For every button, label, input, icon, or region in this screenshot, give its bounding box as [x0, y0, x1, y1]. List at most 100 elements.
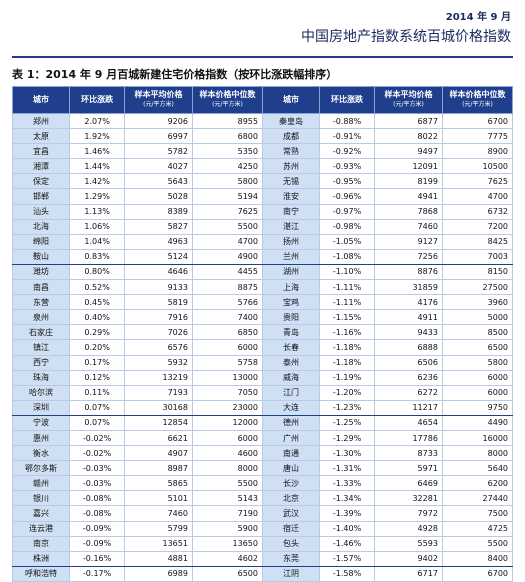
- header-row: 城市 环比涨跌 样本平均价格 (元/平方米) 样本价格中位数 (元/平方米) 城市 环比涨跌 样…: [11, 86, 514, 114]
- value-cell: -1.05%: [319, 233, 376, 250]
- city-cell: 广州: [261, 429, 321, 447]
- column-name: 环比涨跌: [81, 95, 114, 104]
- city-cell: 哈尔滨: [11, 384, 71, 401]
- value-cell: 5800: [191, 173, 263, 190]
- column-unit: (元/平方米): [143, 101, 174, 108]
- value-cell: -1.11%: [319, 294, 376, 311]
- column-header: 城市: [261, 86, 321, 114]
- value-cell: 5194: [191, 188, 263, 205]
- city-cell: 绵阳: [11, 233, 71, 250]
- table-row: 鞍山 0.83% 5124 4900 兰州 -1.08% 7256 7003: [11, 248, 514, 265]
- value-cell: 8987: [124, 460, 193, 477]
- value-cell: 17786: [374, 429, 443, 447]
- value-cell: 7190: [191, 505, 263, 522]
- city-cell: 呼和浩特: [11, 565, 71, 582]
- city-cell: 武汉: [261, 505, 321, 522]
- value-cell: -1.39%: [319, 505, 376, 522]
- city-cell: 宜昌: [11, 143, 71, 160]
- value-cell: 8733: [374, 445, 443, 462]
- city-cell: 威海: [261, 369, 321, 386]
- value-cell: 5640: [441, 460, 514, 477]
- value-cell: -1.08%: [319, 248, 376, 265]
- city-cell: 鄂尔多斯: [11, 460, 71, 477]
- city-cell: 苏州: [261, 158, 321, 175]
- table-row: 宜昌 1.46% 5782 5350 常熟 -0.92% 9497 8900: [11, 143, 514, 160]
- city-cell: 深圳: [11, 399, 71, 416]
- value-cell: 0.40%: [69, 309, 126, 326]
- value-cell: 6500: [191, 565, 263, 582]
- value-cell: 5643: [124, 173, 193, 190]
- value-cell: 4600: [191, 445, 263, 462]
- value-cell: -1.20%: [319, 384, 376, 401]
- value-cell: -0.98%: [319, 218, 376, 235]
- city-cell: 北海: [11, 218, 71, 235]
- city-cell: 湘潭: [11, 158, 71, 175]
- value-cell: 6700: [441, 565, 514, 582]
- city-cell: 潍坊: [11, 263, 71, 281]
- value-cell: 7775: [441, 128, 514, 145]
- city-cell: 上海: [261, 279, 321, 296]
- value-cell: 4900: [191, 248, 263, 265]
- value-cell: 5500: [441, 535, 514, 552]
- table-row: 太原 1.92% 6997 6800 成都 -0.91% 8022 7775: [11, 128, 514, 145]
- header-date: 2014 年 9 月: [445, 12, 511, 23]
- value-cell: -0.16%: [69, 550, 126, 567]
- city-cell: 贵阳: [261, 309, 321, 326]
- value-cell: 27440: [441, 490, 514, 507]
- city-cell: 淮安: [261, 188, 321, 205]
- city-cell: 包头: [261, 535, 321, 552]
- value-cell: 4700: [191, 233, 263, 250]
- city-cell: 兰州: [261, 248, 321, 265]
- value-cell: -1.46%: [319, 535, 376, 552]
- column-header: 样本平均价格 (元/平方米): [374, 86, 443, 114]
- value-cell: 1.44%: [69, 158, 126, 175]
- value-cell: 6000: [441, 369, 514, 386]
- table-row: 嘉兴 -0.08% 7460 7190 武汉 -1.39% 7972 7500: [11, 505, 514, 522]
- value-cell: 6800: [191, 128, 263, 145]
- value-cell: 5827: [124, 218, 193, 235]
- value-cell: 4725: [441, 520, 514, 537]
- table-row: 西宁 0.17% 5932 5758 泰州 -1.18% 6506 5800: [11, 354, 514, 371]
- value-cell: 3960: [441, 294, 514, 311]
- value-cell: 4700: [441, 188, 514, 205]
- value-cell: 4027: [124, 158, 193, 175]
- value-cell: 7003: [441, 248, 514, 265]
- value-cell: -1.25%: [319, 414, 376, 431]
- table-row: 鄂尔多斯 -0.03% 8987 8000 唐山 -1.31% 5971 5640: [11, 460, 514, 477]
- table-row: 南京 -0.09% 13651 13650 包头 -1.46% 5593 5500: [11, 535, 514, 552]
- city-cell: 唐山: [261, 460, 321, 477]
- value-cell: 7868: [374, 203, 443, 220]
- value-cell: 6850: [191, 324, 263, 341]
- table-row: 镇江 0.20% 6576 6000 长春 -1.18% 6888 6500: [11, 339, 514, 356]
- value-cell: 6272: [374, 384, 443, 401]
- table-row: 连云港 -0.09% 5799 5900 宿迁 -1.40% 4928 4725: [11, 520, 514, 537]
- value-cell: 8400: [441, 550, 514, 567]
- city-cell: 秦皇岛: [261, 112, 321, 130]
- city-cell: 泉州: [11, 309, 71, 326]
- value-cell: 4646: [124, 263, 193, 281]
- value-cell: -1.40%: [319, 520, 376, 537]
- value-cell: 8425: [441, 233, 514, 250]
- value-cell: 5799: [124, 520, 193, 537]
- value-cell: 7625: [441, 173, 514, 190]
- city-cell: 石家庄: [11, 324, 71, 341]
- value-cell: 13651: [124, 535, 193, 552]
- column-header: 样本平均价格 (元/平方米): [124, 86, 193, 114]
- city-cell: 江阴: [261, 565, 321, 582]
- table-row: 衡水 -0.02% 4907 4600 南通 -1.30% 8733 8000: [11, 445, 514, 462]
- value-cell: 8199: [374, 173, 443, 190]
- value-cell: -1.19%: [319, 369, 376, 386]
- value-cell: -0.17%: [69, 565, 126, 582]
- city-cell: 鞍山: [11, 248, 71, 265]
- value-cell: 6732: [441, 203, 514, 220]
- value-cell: 6500: [441, 339, 514, 356]
- value-cell: 5593: [374, 535, 443, 552]
- value-cell: 32281: [374, 490, 443, 507]
- value-cell: 4941: [374, 188, 443, 205]
- value-cell: 8389: [124, 203, 193, 220]
- value-cell: 6200: [441, 475, 514, 492]
- value-cell: 9402: [374, 550, 443, 567]
- value-cell: 6000: [441, 384, 514, 401]
- city-cell: 大连: [261, 399, 321, 416]
- value-cell: -0.97%: [319, 203, 376, 220]
